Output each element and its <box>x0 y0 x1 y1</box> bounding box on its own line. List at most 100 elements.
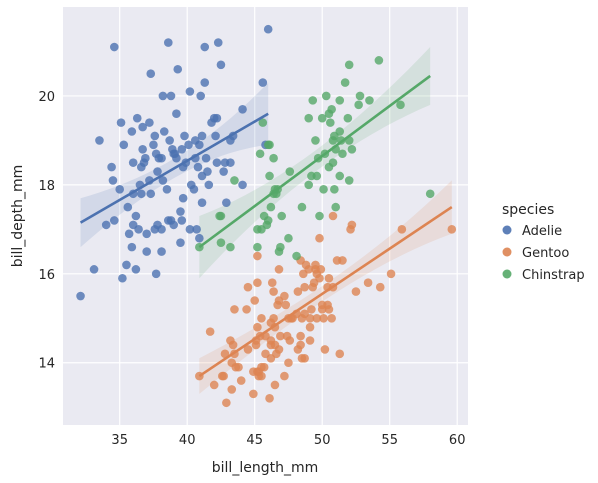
adelie-point <box>226 158 235 167</box>
chinstrap-point <box>326 118 335 127</box>
gentoo-point <box>324 305 334 314</box>
y-tick-label: 20 <box>38 90 55 105</box>
x-tick-label: 60 <box>449 433 466 448</box>
gentoo-point <box>269 313 278 323</box>
chinstrap-point <box>328 158 338 167</box>
gentoo-point <box>281 300 291 310</box>
chinstrap-point <box>216 238 226 247</box>
chinstrap-point <box>396 100 405 110</box>
gentoo-point <box>300 282 309 292</box>
chinstrap-point <box>226 242 235 252</box>
adelie-point <box>204 180 214 190</box>
chinstrap-point <box>265 171 274 181</box>
adelie-point <box>153 167 162 176</box>
gentoo-point <box>363 278 373 288</box>
adelie-point <box>107 162 116 172</box>
chinstrap-point <box>344 60 354 70</box>
adelie-point <box>95 136 104 145</box>
adelie-point <box>127 127 137 136</box>
adelie-point <box>134 225 143 234</box>
gentoo-point <box>274 265 284 274</box>
adelie-point <box>165 136 174 145</box>
adelie-point <box>141 153 150 163</box>
adelie-point <box>162 185 172 194</box>
adelie-point <box>176 207 185 216</box>
adelie-point <box>118 273 127 283</box>
adelie-point <box>177 216 187 225</box>
chinstrap-point <box>365 96 374 105</box>
adelie-legend-label: Adelie <box>522 224 562 239</box>
chinstrap-point <box>285 167 295 176</box>
adelie-point <box>200 78 210 87</box>
gentoo-point <box>305 313 315 323</box>
chinstrap-point <box>255 149 265 159</box>
regression-lines <box>79 74 453 378</box>
adelie-point <box>76 291 85 301</box>
gentoo-point <box>300 353 309 363</box>
chinstrap-point <box>258 118 268 127</box>
gentoo-point <box>386 269 396 279</box>
gentoo-point <box>280 371 289 381</box>
gentoo-point <box>222 398 231 408</box>
adelie-point <box>142 247 151 256</box>
adelie-point <box>158 91 168 101</box>
gentoo-point <box>305 322 315 332</box>
adelie-point <box>137 189 146 199</box>
adelie-point <box>123 202 133 212</box>
chinstrap-point <box>321 91 331 101</box>
adelie-point <box>138 122 147 132</box>
chinstrap-point <box>304 180 314 190</box>
gentoo-point <box>315 273 324 283</box>
chinstrap-point <box>425 189 435 199</box>
gentoo-point <box>265 394 274 403</box>
adelie-point <box>197 198 207 207</box>
gentoo-point <box>316 265 326 274</box>
adelie-point <box>192 225 201 234</box>
adelie-point <box>115 185 124 194</box>
adelie-point <box>159 127 169 136</box>
chinstrap-legend-marker <box>502 269 512 279</box>
gentoo-point <box>219 371 228 381</box>
gentoo-point <box>375 282 385 292</box>
gentoo-point <box>230 305 239 314</box>
adelie-point <box>195 233 204 243</box>
chinstrap-point <box>292 251 301 261</box>
adelie-regression-line <box>79 112 269 224</box>
chinstrap-point <box>331 202 341 212</box>
chinstrap-point <box>297 202 307 212</box>
adelie-point <box>184 140 193 150</box>
gentoo-point <box>257 371 266 381</box>
gentoo-point <box>267 278 277 288</box>
chinstrap-point <box>347 144 357 154</box>
gentoo-point <box>249 389 258 399</box>
adelie-point <box>142 229 151 239</box>
adelie-point <box>108 176 118 185</box>
gentoo-point <box>307 305 316 314</box>
gentoo-point <box>257 313 266 323</box>
gentoo-point <box>276 331 285 341</box>
adelie-point <box>172 109 181 119</box>
adelie-point <box>146 189 156 199</box>
chinstrap-point <box>355 91 365 101</box>
chinstrap-point <box>312 171 322 181</box>
x-tick-label: 45 <box>246 433 263 448</box>
chinstrap-point <box>304 113 314 123</box>
gentoo-point <box>335 349 345 359</box>
gentoo-regression-line <box>198 206 453 378</box>
adelie-point <box>157 247 166 256</box>
chinstrap-legend-label: Chinstrap <box>522 268 585 283</box>
gentoo-point <box>320 345 330 354</box>
adelie-point <box>172 153 181 163</box>
chinstrap-point <box>335 127 345 136</box>
adelie-point <box>166 91 176 101</box>
x-axis-label: bill_length_mm <box>212 460 318 476</box>
gentoo-point <box>269 287 278 296</box>
scatter-points <box>76 24 457 408</box>
adelie-point <box>185 225 195 234</box>
gentoo-point <box>250 296 259 305</box>
adelie-point <box>176 238 185 247</box>
gentoo-point <box>253 278 262 288</box>
gentoo-point <box>304 265 314 274</box>
gentoo-point <box>227 385 237 394</box>
